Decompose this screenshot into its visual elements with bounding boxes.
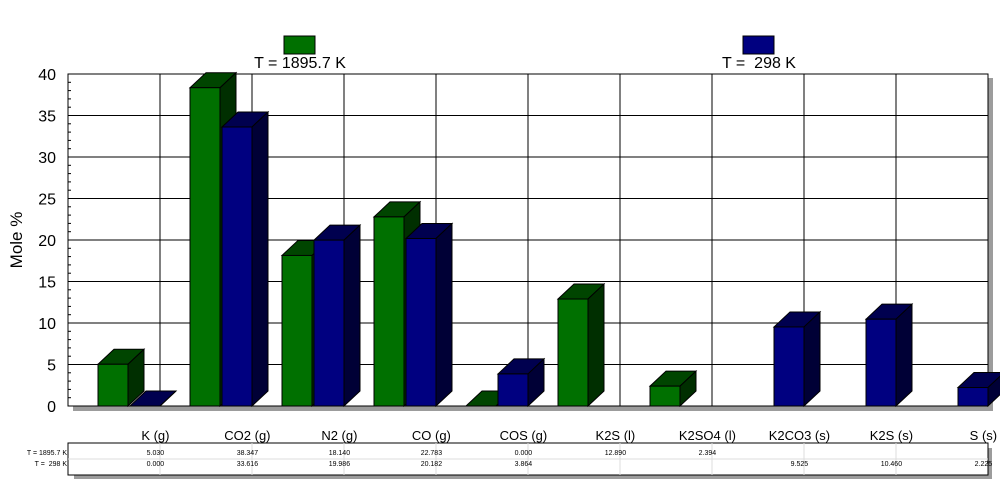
bar-series-2 <box>864 303 914 408</box>
y-tick-label: 30 <box>38 150 56 167</box>
bar-front-face <box>189 87 221 407</box>
table-cell: 10.460 <box>881 461 903 468</box>
table-cell: 19.986 <box>329 461 351 468</box>
x-tick-label: K2CO3 (s) <box>769 428 830 443</box>
bar-front-face <box>281 254 313 407</box>
axes: 0 5 10 15 20 25 30 35 40 K (g) CO2 (g) N2 (g) CO (g)… <box>38 67 997 443</box>
bar-front-face <box>649 385 681 407</box>
legend-label-series-1: T = 1895.7 K <box>254 55 346 72</box>
y-tick-label: 20 <box>38 233 56 250</box>
table-cell: 18.140 <box>329 450 351 457</box>
bar-side-face <box>435 222 453 408</box>
data-table: T = 1895.7 K T = 298 K 5.030 38.347 18.140… <box>27 442 993 476</box>
x-tick-label: K2S (s) <box>870 428 913 443</box>
bar-front-face <box>313 239 345 407</box>
table-cell: 0.000 <box>147 461 165 468</box>
bar-front-face <box>773 326 805 407</box>
bar-front-face <box>373 216 405 407</box>
y-tick-label: 10 <box>38 316 56 333</box>
table-cell: 33.616 <box>237 461 259 468</box>
bar-series-2 <box>312 223 362 408</box>
table-cell: 22.783 <box>421 450 443 457</box>
table-cell: 0.000 <box>515 450 533 457</box>
bar-side-face <box>251 110 269 408</box>
bar-side-face <box>895 303 913 408</box>
legend-label-series-2: T = 298 K <box>722 55 796 72</box>
bar-side-face <box>803 310 821 408</box>
bar-series-1 <box>96 348 146 408</box>
bars <box>96 71 1000 408</box>
bar-series-2 <box>956 372 1000 408</box>
bar-side-face <box>587 282 605 408</box>
bar-series-2 <box>496 357 546 408</box>
table-cell: 5.030 <box>147 450 165 457</box>
bar-series-2 <box>772 310 822 408</box>
table-cell: 38.347 <box>237 450 259 457</box>
y-tick-label: 0 <box>47 399 56 416</box>
table-cell: 3.864 <box>515 461 533 468</box>
table-row-label-series-2: T = 298 K <box>35 461 68 468</box>
bar-series-2 <box>404 222 454 408</box>
x-tick-label: S (s) <box>970 428 997 443</box>
table-cell: 2.394 <box>699 450 717 457</box>
bar-front-face <box>405 237 437 407</box>
x-tick-label: K2SO4 (l) <box>679 428 736 443</box>
x-tick-label: N2 (g) <box>321 428 357 443</box>
table-row-label-series-1: T = 1895.7 K <box>27 450 67 457</box>
bar-series-1 <box>556 282 606 408</box>
bar-front-face <box>957 387 989 407</box>
y-tick-label: 40 <box>38 67 56 84</box>
bar-front-face <box>865 318 897 407</box>
table-cell: 12.890 <box>605 450 627 457</box>
legend: T = 1895.7 K T = 298 K <box>254 35 796 72</box>
x-tick-label: CO2 (g) <box>224 428 270 443</box>
y-tick-label: 5 <box>47 358 56 375</box>
x-tick-label: CO (g) <box>412 428 451 443</box>
y-tick-label: 15 <box>38 275 56 292</box>
bar-front-face <box>557 298 589 407</box>
y-axis-label: Mole % <box>7 212 26 269</box>
table-cell: 2.225 <box>975 461 993 468</box>
table-cell: 9.525 <box>791 461 809 468</box>
bar-series-2 <box>220 110 270 408</box>
x-tick-label: K (g) <box>141 428 169 443</box>
bar-front-face <box>221 126 253 407</box>
x-tick-label: K2S (l) <box>596 428 636 443</box>
bar-series-2 <box>128 390 178 407</box>
bar-series-1 <box>648 369 698 408</box>
legend-swatch-series-2 <box>742 35 775 55</box>
bar-front-face <box>497 373 529 407</box>
bar-side-face <box>159 390 177 407</box>
table-cell: 20.182 <box>421 461 443 468</box>
y-tick-label: 25 <box>38 192 56 209</box>
bar-front-face <box>97 363 129 407</box>
bar-side-face <box>343 223 361 408</box>
y-tick-label: 35 <box>38 109 56 126</box>
x-tick-label: COS (g) <box>500 428 548 443</box>
legend-swatch-series-1 <box>283 35 316 55</box>
